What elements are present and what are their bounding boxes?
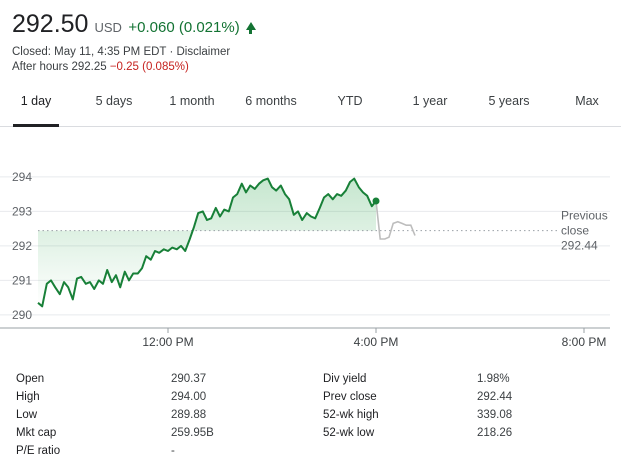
- last-price-dot: [372, 197, 380, 205]
- closed-time: Closed: May 11, 4:35 PM EDT: [12, 46, 167, 58]
- disclaimer-link[interactable]: Disclaimer: [176, 46, 231, 58]
- stat-label-high: High: [16, 391, 40, 403]
- tab-ytd[interactable]: YTD: [337, 94, 363, 108]
- y-tick-label: 290: [12, 308, 32, 322]
- currency-label: USD: [94, 20, 122, 35]
- current-price: 292.50: [12, 10, 89, 38]
- stat-value-52-wk-high: 339.08: [477, 409, 513, 421]
- stat-label-prev-close: Prev close: [323, 391, 377, 403]
- tab-5-days[interactable]: 5 days: [95, 94, 133, 108]
- stat-value-mkt-cap: 259.95B: [171, 427, 214, 439]
- stat-value-prev-close: 292.44: [477, 391, 513, 403]
- tab-5-years[interactable]: 5 years: [488, 94, 530, 108]
- stat-label-open: Open: [16, 373, 45, 385]
- tab-1-day[interactable]: 1 day: [20, 94, 52, 108]
- price-area-fill: [38, 178, 376, 307]
- meta-separator: ·: [166, 46, 177, 58]
- tab-6-months[interactable]: 6 months: [245, 94, 297, 108]
- previous-close-label: 292.44: [561, 239, 598, 253]
- previous-close-label: Previous: [561, 209, 608, 223]
- stat-value-high: 294.00: [171, 391, 207, 403]
- stat-value-pe-ratio: -: [171, 445, 175, 457]
- after-hours-change: −0.25 (0.085%): [109, 61, 189, 73]
- after-hours-price: After hours 292.25: [12, 61, 107, 73]
- price-chart[interactable]: 294 293 292 291 290 12:00 PM 4:00 PM 8:00 PM Pre…: [0, 140, 621, 360]
- quote-header: 292.50 USD +0.060 (0.021%): [12, 10, 256, 39]
- stat-value-52-wk-low: 218.26: [477, 427, 513, 439]
- y-tick-label: 294: [12, 170, 32, 184]
- arrow-up-icon: [245, 22, 256, 34]
- stat-label-pe-ratio: P/E ratio: [16, 445, 61, 457]
- y-tick-label: 293: [12, 204, 32, 218]
- stat-label-52-wk-low: 52-wk low: [323, 427, 375, 439]
- after-hours-line: [375, 200, 416, 240]
- price-line: [37, 177, 377, 308]
- stat-label-low: Low: [16, 409, 38, 421]
- stat-label-52-wk-high: 52-wk high: [323, 409, 379, 421]
- stat-label-mkt-cap: Mkt cap: [16, 427, 57, 439]
- tab-1-year[interactable]: 1 year: [412, 94, 448, 108]
- y-tick-label: 291: [12, 273, 32, 287]
- x-tick-label: 12:00 PM: [142, 335, 193, 349]
- stat-label-div-yield: Div yield: [323, 373, 367, 385]
- stat-value-open: 290.37: [171, 373, 207, 385]
- x-tick-label: 8:00 PM: [562, 335, 607, 349]
- tab-1-month[interactable]: 1 month: [169, 94, 215, 108]
- closed-info: Closed: May 11, 4:35 PM EDT · Disclaimer: [12, 46, 230, 58]
- y-tick-label: 292: [12, 239, 32, 253]
- previous-close-label: close: [561, 224, 589, 238]
- price-change: +0.060 (0.021%): [128, 19, 240, 36]
- stat-value-low: 289.88: [171, 409, 207, 421]
- x-tick-label: 4:00 PM: [354, 335, 399, 349]
- after-hours-info: After hours 292.25 −0.25 (0.085%): [12, 61, 189, 73]
- active-tab-indicator: [13, 124, 59, 127]
- tab-max[interactable]: Max: [575, 94, 599, 108]
- stat-value-div-yield: 1.98%: [477, 373, 510, 385]
- range-tabs: 1 day 5 days 1 month 6 months YTD 1 year…: [0, 92, 621, 127]
